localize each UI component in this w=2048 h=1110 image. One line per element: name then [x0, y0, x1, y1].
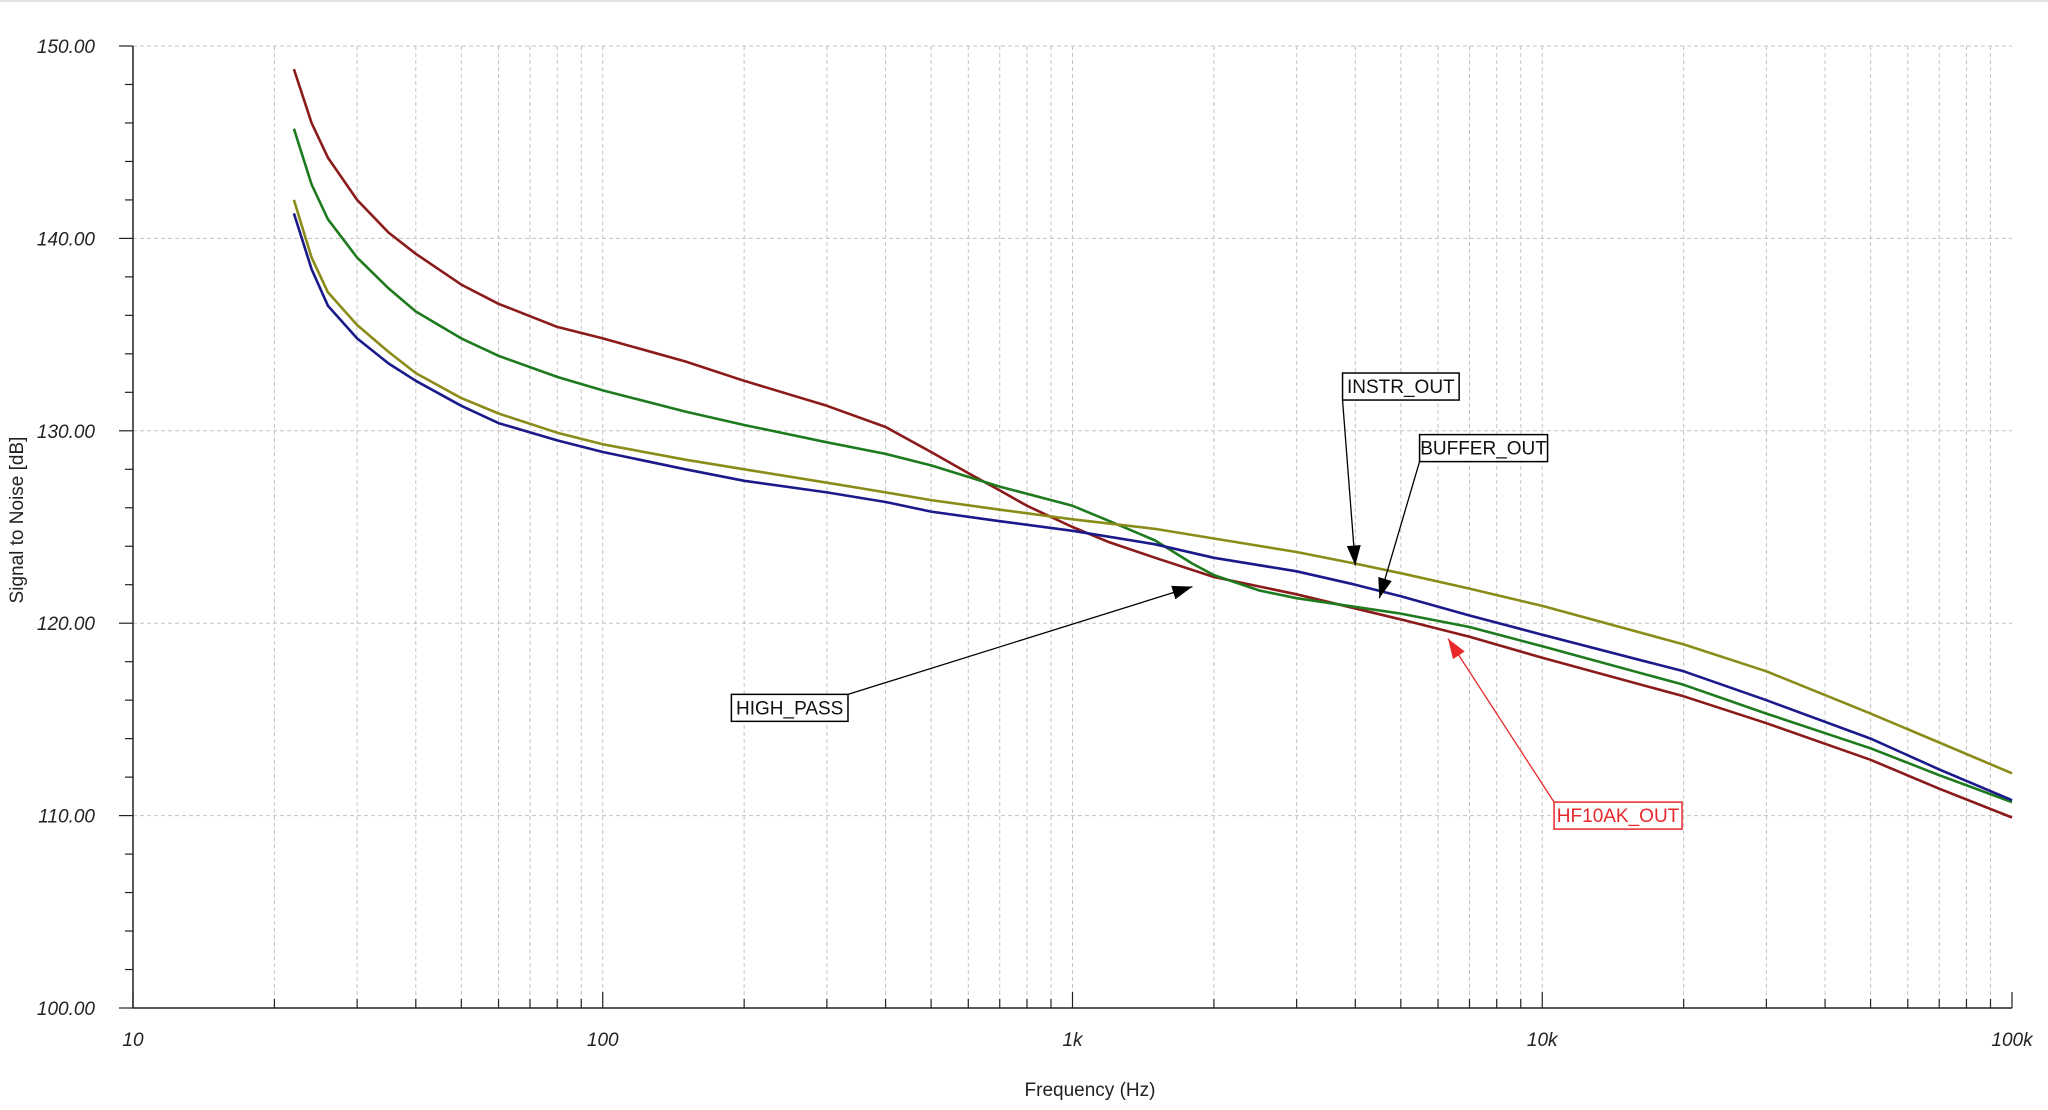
y-tick-label: 140.00: [37, 229, 96, 250]
leader-line-instr-out: [1341, 399, 1356, 566]
annotation-box-instr-out: [1341, 372, 1460, 401]
annotation-box-buffer-out: [1418, 433, 1549, 463]
series-line-instr-out: [292, 199, 2013, 775]
annotation-label-high-pass: HIGH_PASS: [736, 698, 843, 719]
series-lines: [292, 68, 2013, 819]
annotation-label-hf10ak-out: HF10AK_OUT: [1557, 806, 1680, 827]
y-axis-title: Signal to Noise [dB]: [7, 437, 28, 604]
axes: 100.00 110.00 120.00 130.00 140.00 150.00 10 10…: [0, 0, 2048, 1051]
arrowhead-high-pass: [1171, 585, 1193, 600]
annotation-label-instr-out: INSTR_OUT: [1347, 377, 1455, 398]
x-tick-label: 10: [122, 1030, 144, 1051]
series-line-hf10ak-out: [292, 128, 2013, 804]
x-axis-title: Frequency (Hz): [1025, 1080, 1156, 1101]
grid: [133, 45, 2012, 1009]
annotation-box-high-pass: [730, 693, 849, 723]
x-tick-label: 100k: [1991, 1030, 2034, 1051]
x-tick-label: 1k: [1062, 1030, 1084, 1051]
annotation-box-hf10ak-out: [1553, 801, 1683, 830]
annotations: INSTR_OUT BUFFER_OUT HIGH_PASS HF10AK_OUT: [730, 372, 1683, 830]
annotation-label-buffer-out: BUFFER_OUT: [1420, 439, 1547, 460]
series-line-buffer-out: [292, 213, 2013, 802]
x-tick-label: 100: [587, 1030, 619, 1051]
series-line-high-pass: [292, 68, 2013, 819]
x-tick-label: 10k: [1527, 1030, 1559, 1051]
leader-line-hf10ak-out: [1447, 638, 1555, 803]
y-tick-label: 120.00: [37, 614, 96, 635]
arrowhead-instr-out: [1346, 545, 1361, 566]
leader-line-buffer-out: [1378, 461, 1421, 599]
y-tick-label: 130.00: [37, 422, 96, 443]
y-tick-label: 110.00: [38, 807, 95, 828]
arrowhead-buffer-out: [1378, 577, 1392, 599]
y-tick-label: 150.00: [37, 37, 96, 58]
arrowhead-hf10ak-out: [1447, 638, 1465, 660]
y-tick-label: 100.00: [37, 999, 96, 1020]
leader-line-high-pass: [847, 586, 1193, 695]
